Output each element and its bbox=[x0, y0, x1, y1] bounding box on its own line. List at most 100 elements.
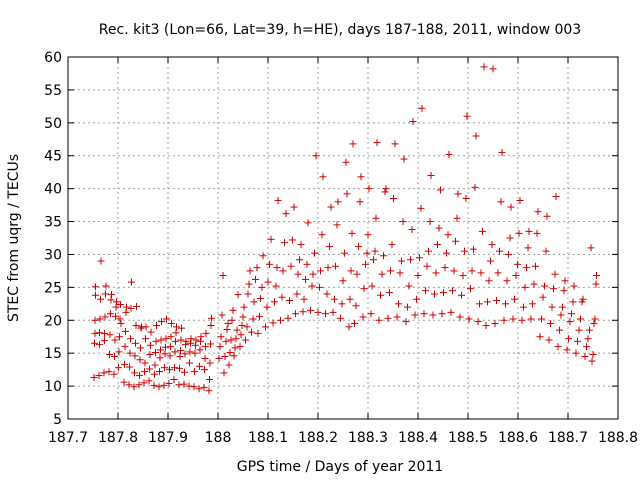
data-point bbox=[581, 352, 589, 360]
data-point bbox=[372, 214, 380, 222]
data-point bbox=[586, 326, 593, 334]
data-point bbox=[574, 337, 581, 345]
data-point bbox=[378, 270, 386, 278]
data-point bbox=[527, 315, 535, 323]
data-point bbox=[177, 336, 185, 344]
data-point bbox=[343, 190, 351, 198]
data-point bbox=[207, 340, 214, 348]
data-point bbox=[207, 322, 215, 330]
data-point bbox=[543, 212, 551, 220]
data-point bbox=[452, 237, 459, 245]
data-point bbox=[206, 376, 213, 384]
data-point bbox=[512, 272, 520, 280]
data-point bbox=[284, 314, 292, 322]
data-point bbox=[443, 249, 450, 257]
data-point bbox=[95, 372, 103, 380]
data-point bbox=[172, 329, 180, 337]
data-point bbox=[404, 303, 411, 311]
plot-frame bbox=[67, 56, 619, 420]
data-point bbox=[525, 227, 533, 235]
axes: 187.7 187.8 187.9 188 188.1 188.2 188.3 188.4 18… bbox=[44, 50, 638, 446]
data-point bbox=[242, 336, 249, 344]
data-point bbox=[515, 229, 523, 237]
data-point bbox=[225, 361, 233, 369]
data-point bbox=[447, 308, 455, 316]
x-tick-label: 188.3 bbox=[348, 430, 388, 446]
data-point bbox=[552, 193, 560, 201]
data-point bbox=[166, 352, 174, 360]
data-point bbox=[329, 308, 337, 316]
data-point bbox=[523, 264, 530, 272]
data-point bbox=[476, 300, 483, 308]
data-point bbox=[113, 298, 120, 306]
data-point bbox=[308, 282, 316, 290]
data-point bbox=[258, 283, 266, 291]
data-point bbox=[97, 257, 105, 265]
data-point bbox=[373, 139, 381, 147]
data-point bbox=[548, 303, 556, 311]
data-point bbox=[292, 310, 299, 318]
data-point bbox=[418, 104, 426, 112]
data-point bbox=[437, 186, 444, 194]
data-point bbox=[140, 379, 148, 387]
data-point bbox=[257, 295, 264, 303]
data-point bbox=[307, 306, 314, 314]
data-point bbox=[111, 352, 118, 360]
data-point bbox=[126, 363, 133, 371]
data-point bbox=[316, 283, 323, 291]
data-point bbox=[267, 235, 275, 243]
data-point bbox=[566, 318, 574, 326]
data-point bbox=[429, 311, 437, 319]
data-point bbox=[167, 333, 175, 341]
data-point bbox=[187, 335, 195, 343]
data-point bbox=[402, 318, 410, 326]
data-point bbox=[505, 250, 512, 258]
data-point bbox=[579, 295, 587, 303]
data-point bbox=[593, 272, 600, 280]
data-point bbox=[152, 337, 160, 345]
y-tick-label: 15 bbox=[44, 346, 62, 362]
data-point bbox=[136, 372, 143, 380]
data-point bbox=[248, 328, 255, 336]
data-point bbox=[414, 272, 422, 280]
data-point bbox=[243, 323, 251, 331]
data-point bbox=[239, 313, 247, 321]
x-tick-label: 188.5 bbox=[448, 430, 488, 446]
data-point bbox=[470, 245, 477, 253]
data-point bbox=[458, 291, 465, 299]
data-point bbox=[282, 210, 290, 218]
data-point bbox=[126, 349, 134, 357]
data-point bbox=[381, 188, 389, 196]
data-point bbox=[299, 308, 307, 316]
data-point bbox=[351, 320, 358, 328]
data-point bbox=[219, 272, 227, 280]
data-point bbox=[338, 300, 346, 308]
data-point bbox=[200, 383, 208, 391]
data-point bbox=[516, 196, 524, 204]
data-point bbox=[423, 262, 431, 270]
data-point bbox=[226, 349, 234, 357]
data-point bbox=[390, 195, 397, 203]
y-tick-label: 40 bbox=[44, 182, 62, 198]
data-point bbox=[461, 247, 468, 255]
data-point bbox=[318, 231, 326, 239]
data-point bbox=[273, 264, 281, 272]
y-tick-label: 30 bbox=[44, 247, 62, 263]
data-point bbox=[92, 283, 99, 291]
x-tick-label: 188.4 bbox=[398, 430, 438, 446]
data-point bbox=[117, 320, 125, 328]
data-point bbox=[438, 310, 446, 318]
data-point bbox=[561, 277, 569, 285]
data-point bbox=[182, 337, 190, 345]
data-point bbox=[206, 359, 214, 367]
data-point bbox=[488, 241, 496, 249]
data-point bbox=[191, 349, 199, 357]
data-point bbox=[132, 339, 139, 347]
data-point bbox=[228, 316, 236, 324]
data-point bbox=[480, 63, 488, 71]
data-point bbox=[463, 112, 471, 120]
data-point bbox=[91, 329, 99, 337]
data-point bbox=[364, 231, 372, 239]
x-tick-label: 188 bbox=[205, 430, 232, 446]
